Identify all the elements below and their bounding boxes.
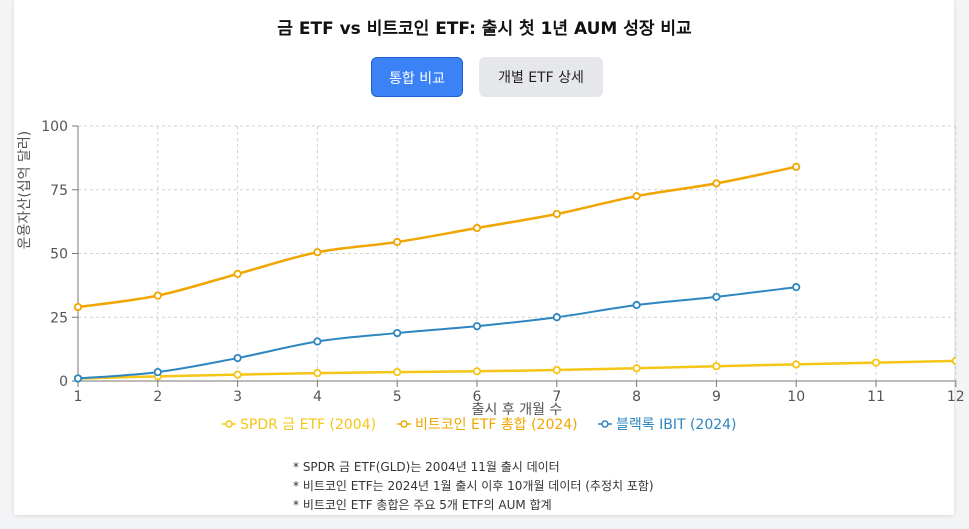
data-point-btc xyxy=(153,291,162,300)
data-point-gold xyxy=(712,362,721,371)
data-point-ibit xyxy=(712,292,721,301)
y-tick-label: 50 xyxy=(50,247,68,263)
x-tick-label: 11 xyxy=(867,389,885,405)
legend-marker-gold xyxy=(225,420,233,428)
x-axis-label: 출시 후 개월 수 xyxy=(472,402,563,418)
x-tick-label: 7 xyxy=(552,389,561,405)
data-point-gold xyxy=(472,367,482,376)
legend-marker-ibit xyxy=(601,420,609,428)
x-tick-label: 1 xyxy=(74,389,83,405)
footnote: * SPDR 금 ETF(GLD)는 2004년 11월 출시 데이터 xyxy=(293,460,560,474)
data-point-gold xyxy=(792,360,801,369)
data-point-gold xyxy=(552,365,561,375)
data-point-gold xyxy=(871,358,881,367)
data-point-btc xyxy=(73,302,83,312)
data-point-ibit xyxy=(632,300,641,310)
data-point-gold xyxy=(233,370,242,379)
x-tick-label: 8 xyxy=(632,389,641,405)
data-point-ibit xyxy=(73,374,83,383)
x-tick-label: 2 xyxy=(153,389,162,405)
legend-label-ibit: 블랙록 IBIT (2024) xyxy=(616,417,737,433)
series-line-ibit xyxy=(77,286,797,380)
data-point-btc xyxy=(393,237,402,247)
y-tick-label: 0 xyxy=(59,374,68,390)
data-point-btc xyxy=(233,269,242,278)
x-tick-label: 9 xyxy=(712,389,721,405)
footnote: * 비트코인 ETF 총합은 주요 5개 ETF의 AUM 합계 xyxy=(293,498,552,512)
data-point-ibit xyxy=(472,322,482,331)
data-point-gold xyxy=(393,367,402,377)
data-point-btc xyxy=(313,248,322,257)
data-point-gold xyxy=(313,368,322,378)
footnotes: * SPDR 금 ETF(GLD)는 2004년 11월 출시 데이터 * 비트… xyxy=(293,458,654,515)
x-tick-label: 3 xyxy=(233,389,242,405)
data-point-gold xyxy=(632,364,641,373)
legend-marker-btc xyxy=(400,420,408,428)
legend-label-gold: SPDR 금 ETF (2004) xyxy=(240,417,376,433)
x-tick-label: 5 xyxy=(393,389,402,405)
data-point-gold xyxy=(951,356,956,365)
x-tick-label: 6 xyxy=(473,389,482,405)
combined-view-button[interactable]: 통합 비교 xyxy=(371,57,463,97)
y-tick-label: 100 xyxy=(41,119,68,135)
data-point-btc xyxy=(792,162,801,171)
x-tick-label: 4 xyxy=(313,389,322,405)
x-tick-label: 12 xyxy=(947,389,965,405)
data-point-ibit xyxy=(153,367,162,377)
data-point-btc xyxy=(472,223,482,233)
data-point-ibit xyxy=(313,337,322,346)
data-point-btc xyxy=(552,209,561,219)
footnote: * 비트코인 ETF는 2024년 1월 출시 이후 10개월 데이터 (추정치… xyxy=(293,479,654,493)
series-line-btc xyxy=(77,165,797,309)
legend-label-btc: 비트코인 ETF 총합 (2024) xyxy=(415,417,578,433)
data-point-ibit xyxy=(552,313,561,322)
data-point-btc xyxy=(632,192,641,201)
data-point-btc xyxy=(712,179,721,188)
data-point-ibit xyxy=(393,328,402,338)
data-point-ibit xyxy=(233,353,242,363)
data-point-ibit xyxy=(792,283,801,292)
y-tick-label: 75 xyxy=(50,183,68,199)
y-tick-label: 25 xyxy=(50,310,68,326)
series-line-gold xyxy=(77,359,956,380)
y-axis-label: 운용자산(십억 달러) xyxy=(17,131,33,249)
x-tick-label: 10 xyxy=(787,389,805,405)
chart-title: 금 ETF vs 비트코인 ETF: 출시 첫 1년 AUM 성장 비교 xyxy=(277,19,692,39)
detail-view-button[interactable]: 개별 ETF 상세 xyxy=(479,57,603,97)
